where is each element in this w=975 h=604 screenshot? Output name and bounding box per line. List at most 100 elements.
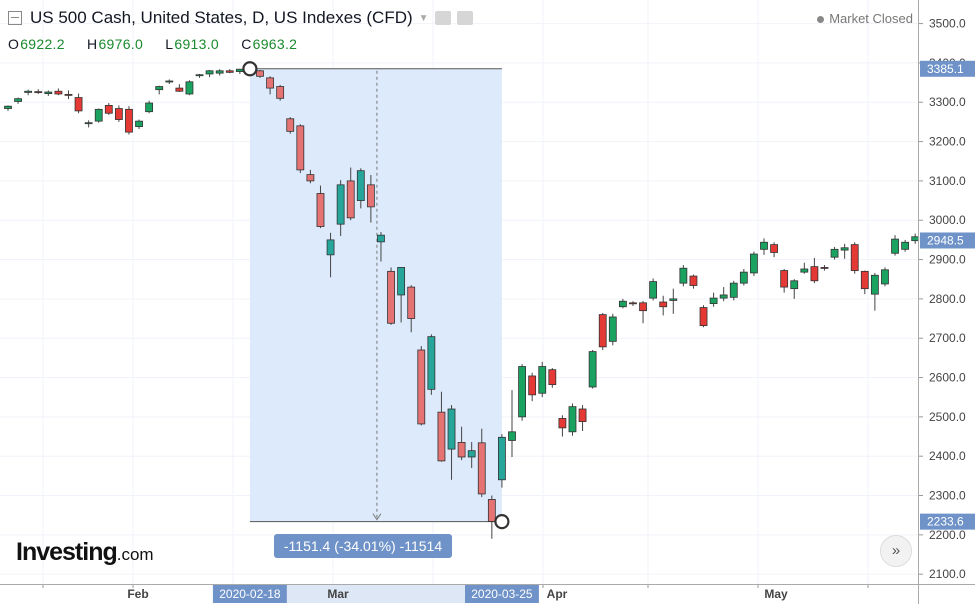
candle-body — [528, 375, 537, 396]
candle — [780, 268, 789, 293]
candle-body — [256, 70, 264, 77]
candle — [770, 242, 778, 258]
candle-body — [215, 70, 224, 74]
logo-text: Investing — [16, 538, 118, 566]
candle-body — [568, 406, 577, 433]
candle — [366, 175, 375, 223]
candle-body — [679, 267, 688, 284]
candle-body — [447, 408, 456, 450]
y-tick-label: 2600.0 — [929, 371, 966, 385]
candle — [205, 70, 214, 78]
collapse-icon[interactable] — [8, 11, 22, 25]
y-tick-label: 2800.0 — [929, 292, 966, 306]
candle-body — [588, 351, 597, 388]
candle — [185, 80, 194, 96]
scroll-to-latest-button[interactable]: » — [880, 535, 912, 567]
candle — [528, 372, 537, 402]
candle-body — [508, 431, 516, 441]
candle — [629, 301, 637, 306]
candle — [911, 233, 920, 244]
candle — [356, 168, 365, 209]
date-tag-label: 2020-03-25 — [471, 587, 533, 601]
y-tick-label: 2100.0 — [929, 567, 966, 581]
candle-body — [185, 81, 194, 95]
candle-body — [417, 349, 426, 425]
candle — [608, 313, 617, 346]
range-arrow-head — [372, 513, 382, 521]
candle — [467, 442, 476, 468]
measure-label: -1151.4 (-34.01%) -11514 — [274, 534, 452, 558]
ohlc-high: H6976.0 — [87, 36, 144, 52]
candle — [225, 69, 234, 74]
candle — [447, 405, 456, 480]
candle — [54, 88, 63, 96]
candle — [296, 124, 305, 174]
ohlc-open: O6922.2 — [8, 36, 65, 52]
candle-body — [750, 253, 758, 274]
candle-body — [175, 87, 184, 92]
candle-body — [790, 280, 799, 290]
candle-body — [377, 234, 385, 243]
candle-body — [125, 108, 133, 133]
candle — [719, 287, 728, 302]
candle — [830, 246, 839, 260]
candle-body — [709, 297, 718, 305]
candle-body — [346, 180, 355, 219]
candle — [639, 300, 647, 324]
candle-body — [558, 418, 567, 429]
candle-body — [699, 307, 708, 327]
candle — [336, 180, 345, 236]
candle-body — [477, 442, 486, 495]
candle — [750, 251, 758, 277]
candle-body — [608, 316, 617, 342]
candle — [881, 267, 889, 287]
candle-body — [205, 70, 214, 75]
candle-body — [548, 369, 557, 386]
y-tick-label: 2500.0 — [929, 410, 966, 424]
candle — [558, 415, 567, 437]
y-tick-label: 3300.0 — [929, 95, 966, 109]
candle-body — [195, 74, 204, 77]
candle — [195, 73, 204, 78]
candle-body — [316, 193, 325, 227]
candle — [649, 278, 658, 301]
candle-body — [800, 268, 809, 273]
date-tag-bg — [212, 585, 287, 603]
candle-body — [760, 241, 768, 250]
candle-body — [64, 93, 73, 96]
candle-body — [407, 286, 416, 319]
y-tick-label: 2900.0 — [929, 253, 966, 267]
candle-body — [135, 120, 143, 128]
candle-body — [729, 282, 738, 298]
candle — [104, 103, 113, 115]
candle-body — [225, 70, 234, 73]
candle-body — [618, 300, 627, 308]
candle-body — [155, 86, 164, 91]
candle — [427, 334, 436, 395]
gear-icon[interactable] — [456, 11, 473, 25]
dropdown-caret-icon[interactable]: ▼ — [418, 12, 429, 24]
candle-body — [639, 302, 647, 312]
candle — [739, 268, 748, 286]
candle-body — [114, 108, 123, 120]
candle-body — [840, 247, 849, 251]
candle — [518, 364, 526, 421]
candle-body — [467, 450, 476, 458]
x-tick-label: May — [764, 587, 788, 601]
candle-body — [54, 90, 63, 95]
logo-suffix: .com — [116, 545, 154, 564]
range-start-handle — [242, 61, 258, 77]
candle-body — [24, 90, 33, 93]
candle — [709, 292, 718, 307]
candle-body — [901, 241, 910, 250]
y-tick-label: 2300.0 — [929, 489, 966, 503]
candle-body — [397, 267, 406, 296]
candle-body — [780, 270, 789, 288]
eye-icon[interactable] — [434, 11, 451, 25]
candle — [266, 76, 274, 95]
candle — [850, 242, 859, 274]
candle-body — [74, 97, 83, 112]
investing-logo[interactable]: Investing.com — [16, 538, 154, 567]
candle — [800, 262, 809, 274]
